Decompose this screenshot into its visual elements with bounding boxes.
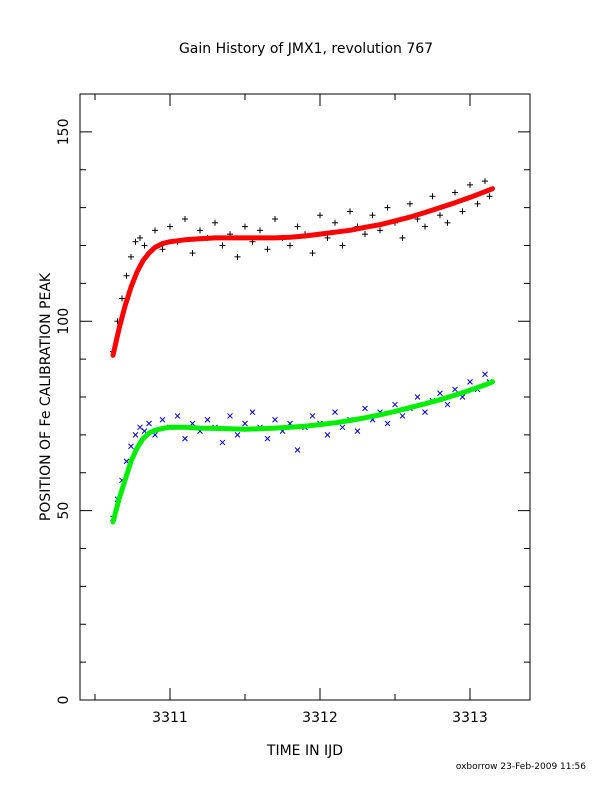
data-point-upper_points xyxy=(189,250,196,257)
y-axis-label: POSITION OF Fe CALIBRATION PEAK xyxy=(38,272,54,521)
x-tick-label: 3313 xyxy=(452,710,488,726)
data-point-upper_points xyxy=(474,200,481,207)
data-point-upper_points xyxy=(272,215,278,222)
fit-line-upper_fit xyxy=(110,186,495,358)
y-tick-label: 50 xyxy=(56,502,72,520)
data-point-upper_points xyxy=(486,193,493,200)
data-point-upper_points xyxy=(141,242,148,249)
data-point-lower_points xyxy=(362,405,368,412)
data-point-lower_points xyxy=(137,424,143,431)
data-point-lower_points xyxy=(339,424,346,431)
data-point-lower_points xyxy=(128,443,134,450)
data-point-upper_points xyxy=(377,227,383,234)
data-point-lower_points xyxy=(452,386,458,393)
data-point-lower_points xyxy=(272,416,278,423)
data-point-upper_points xyxy=(369,212,376,219)
data-point-upper_points xyxy=(167,223,173,230)
data-point-upper_points xyxy=(459,208,466,215)
data-point-lower_points xyxy=(482,371,488,378)
data-point-upper_points xyxy=(437,212,443,219)
y-tick-label: 0 xyxy=(56,696,72,705)
x-axis-label: TIME IN IJD xyxy=(266,743,343,759)
data-point-lower_points xyxy=(182,435,188,442)
chart-title: Gain History of JMX1, revolution 767 xyxy=(179,41,433,57)
data-point-lower_points xyxy=(399,413,406,419)
data-point-lower_points xyxy=(414,394,421,400)
data-point-upper_points xyxy=(309,250,316,257)
data-point-lower_points xyxy=(294,447,301,453)
data-point-upper_points xyxy=(399,234,406,241)
data-point-upper_points xyxy=(242,223,248,230)
data-point-lower_points xyxy=(392,401,398,408)
data-point-lower_points xyxy=(437,390,443,397)
data-point-upper_points xyxy=(159,246,166,253)
data-point-upper_points xyxy=(347,208,353,215)
footer-note: oxborrow 23-Feb-2009 11:56 xyxy=(456,762,586,772)
data-point-upper_points xyxy=(119,295,125,302)
data-point-lower_points xyxy=(422,409,428,416)
data-point-lower_points xyxy=(309,413,316,419)
data-point-upper_points xyxy=(128,253,134,260)
data-point-upper_points xyxy=(422,223,428,230)
data-point-upper_points xyxy=(152,227,158,234)
data-point-upper_points xyxy=(257,227,263,234)
data-point-upper_points xyxy=(219,242,226,249)
y-tick-label: 150 xyxy=(56,119,72,146)
data-point-lower_points xyxy=(204,416,211,423)
data-point-lower_points xyxy=(132,432,139,438)
data-point-lower_points xyxy=(324,432,331,438)
data-point-lower_points xyxy=(467,378,473,385)
data-point-upper_points xyxy=(182,215,188,222)
data-point-upper_points xyxy=(362,231,368,238)
data-point-lower_points xyxy=(384,420,391,427)
data-point-lower_points xyxy=(444,401,451,408)
data-point-lower_points xyxy=(242,420,248,427)
x-tick-label: 3311 xyxy=(152,710,188,726)
data-point-upper_points xyxy=(197,227,203,234)
data-point-upper_points xyxy=(467,181,473,188)
data-point-lower_points xyxy=(146,420,152,427)
data-point-upper_points xyxy=(339,242,346,249)
data-point-upper_points xyxy=(332,219,338,226)
data-point-upper_points xyxy=(384,204,391,211)
data-point-upper_points xyxy=(317,212,323,219)
data-point-upper_points xyxy=(324,234,331,241)
data-point-upper_points xyxy=(294,223,301,230)
data-point-lower_points xyxy=(354,428,361,434)
series-layer xyxy=(110,178,495,525)
data-point-upper_points xyxy=(444,219,451,226)
data-point-lower_points xyxy=(227,413,233,419)
data-point-upper_points xyxy=(429,193,436,200)
data-point-upper_points xyxy=(287,242,293,249)
data-point-lower_points xyxy=(264,435,271,442)
data-point-upper_points xyxy=(452,189,458,196)
data-point-upper_points xyxy=(407,200,413,207)
data-point-upper_points xyxy=(132,238,139,245)
data-point-lower_points xyxy=(234,432,241,438)
data-point-lower_points xyxy=(249,409,256,416)
data-point-lower_points xyxy=(219,439,226,446)
fit-line-lower_fit xyxy=(110,379,495,525)
data-point-upper_points xyxy=(234,253,241,260)
data-point-lower_points xyxy=(174,413,181,419)
data-point-upper_points xyxy=(137,234,143,241)
data-point-upper_points xyxy=(264,246,271,253)
y-tick-label: 100 xyxy=(56,308,72,335)
x-tick-label: 3312 xyxy=(302,710,338,726)
data-point-upper_points xyxy=(123,272,130,279)
data-point-upper_points xyxy=(212,219,218,226)
axis-ticks: 0 50 100 150 3311 3312 3313 xyxy=(56,94,530,726)
data-point-lower_points xyxy=(332,409,338,416)
data-point-lower_points xyxy=(159,416,166,423)
data-point-upper_points xyxy=(482,178,488,185)
